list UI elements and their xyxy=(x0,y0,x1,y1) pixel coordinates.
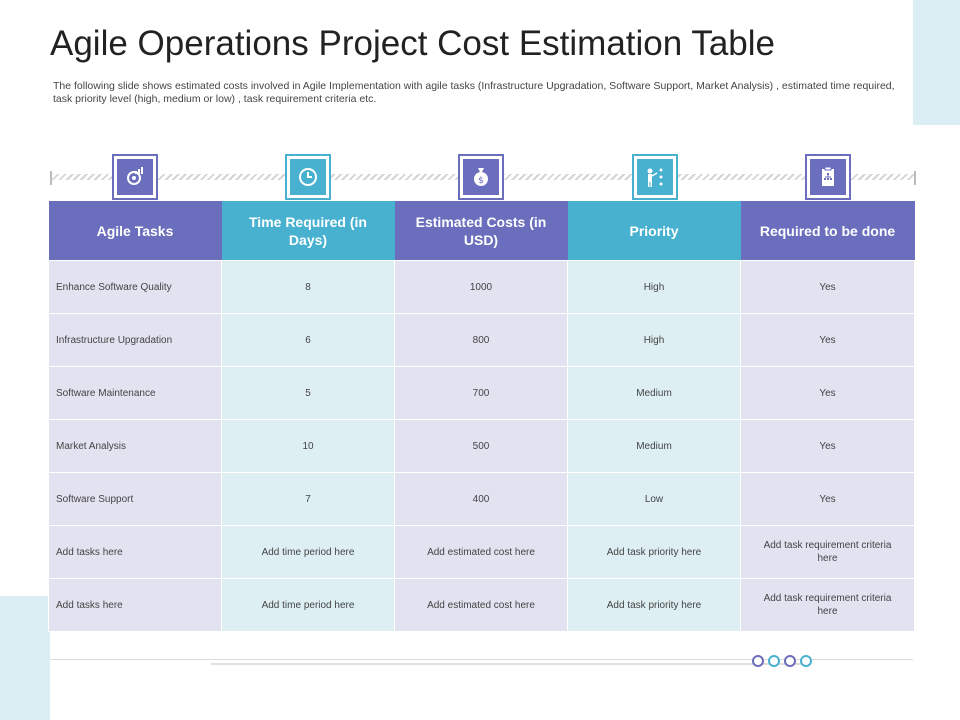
cell-priority: High xyxy=(567,260,741,314)
header-required: Required to be done xyxy=(740,201,915,261)
cell-priority: Add task priority here xyxy=(567,525,741,579)
footer-divider-accent xyxy=(211,663,801,665)
cell-priority: Add task priority here xyxy=(567,578,741,632)
header-priority: Priority xyxy=(567,201,741,261)
cell-priority: Medium xyxy=(567,366,741,420)
cell-time: 6 xyxy=(221,313,395,367)
table-row: Software Support 7 400 Low Yes xyxy=(48,472,915,526)
cell-priority: High xyxy=(567,313,741,367)
slide-subtitle: The following slide shows estimated cost… xyxy=(53,80,895,105)
cell-priority: Medium xyxy=(567,419,741,473)
cell-task: Add tasks here xyxy=(48,578,222,632)
table-row: Market Analysis 10 500 Medium Yes xyxy=(48,419,915,473)
cell-required: Add task requirement criteria here xyxy=(740,525,915,579)
cell-cost: 400 xyxy=(394,472,568,526)
cell-time: 7 xyxy=(221,472,395,526)
cell-required: Yes xyxy=(740,472,915,526)
footer-divider xyxy=(50,659,913,660)
cell-time: Add time period here xyxy=(221,525,395,579)
cell-task: Add tasks here xyxy=(48,525,222,579)
dot-1 xyxy=(752,655,764,667)
table-header-row: Agile Tasks Time Required (in Days) Esti… xyxy=(48,201,915,261)
cell-task: Software Support xyxy=(48,472,222,526)
table-row: Enhance Software Quality 8 1000 High Yes xyxy=(48,260,915,314)
svg-text:$: $ xyxy=(478,176,484,186)
rail-end-left xyxy=(50,171,52,185)
cell-task: Market Analysis xyxy=(48,419,222,473)
header-time-required: Time Required (in Days) xyxy=(221,201,395,261)
cell-cost: 700 xyxy=(394,366,568,420)
cell-time: 8 xyxy=(221,260,395,314)
page-dots xyxy=(752,655,812,667)
cell-cost: 800 xyxy=(394,313,568,367)
cell-required: Yes xyxy=(740,366,915,420)
cell-task: Infrastructure Upgradation xyxy=(48,313,222,367)
cell-cost: 1000 xyxy=(394,260,568,314)
cell-time: Add time period here xyxy=(221,578,395,632)
corner-decoration-bottom-left xyxy=(0,596,50,720)
corner-decoration-top-right xyxy=(913,0,960,125)
cell-time: 10 xyxy=(221,419,395,473)
presenter-icon xyxy=(632,154,678,200)
cell-time: 5 xyxy=(221,366,395,420)
gear-chart-icon xyxy=(112,154,158,200)
dot-2 xyxy=(768,655,780,667)
cell-required: Yes xyxy=(740,419,915,473)
header-agile-tasks: Agile Tasks xyxy=(48,201,222,261)
cell-cost: 500 xyxy=(394,419,568,473)
dot-4 xyxy=(800,655,812,667)
table-row: Add tasks here Add time period here Add … xyxy=(48,578,915,632)
cost-estimation-table: Agile Tasks Time Required (in Days) Esti… xyxy=(48,201,915,632)
cell-required: Yes xyxy=(740,313,915,367)
table-row: Infrastructure Upgradation 6 800 High Ye… xyxy=(48,313,915,367)
clock-icon xyxy=(285,154,331,200)
header-estimated-costs: Estimated Costs (in USD) xyxy=(394,201,568,261)
cell-priority: Low xyxy=(567,472,741,526)
money-bag-icon: $ xyxy=(458,154,504,200)
cell-required: Add task requirement criteria here xyxy=(740,578,915,632)
dot-3 xyxy=(784,655,796,667)
cell-cost: Add estimated cost here xyxy=(394,578,568,632)
table-row: Software Maintenance 5 700 Medium Yes xyxy=(48,366,915,420)
cell-required: Yes xyxy=(740,260,915,314)
cell-cost: Add estimated cost here xyxy=(394,525,568,579)
cell-task: Software Maintenance xyxy=(48,366,222,420)
rail-end-right xyxy=(914,171,916,185)
table-row: Add tasks here Add time period here Add … xyxy=(48,525,915,579)
clipboard-icon xyxy=(805,154,851,200)
cell-task: Enhance Software Quality xyxy=(48,260,222,314)
slide-title: Agile Operations Project Cost Estimation… xyxy=(50,24,775,63)
